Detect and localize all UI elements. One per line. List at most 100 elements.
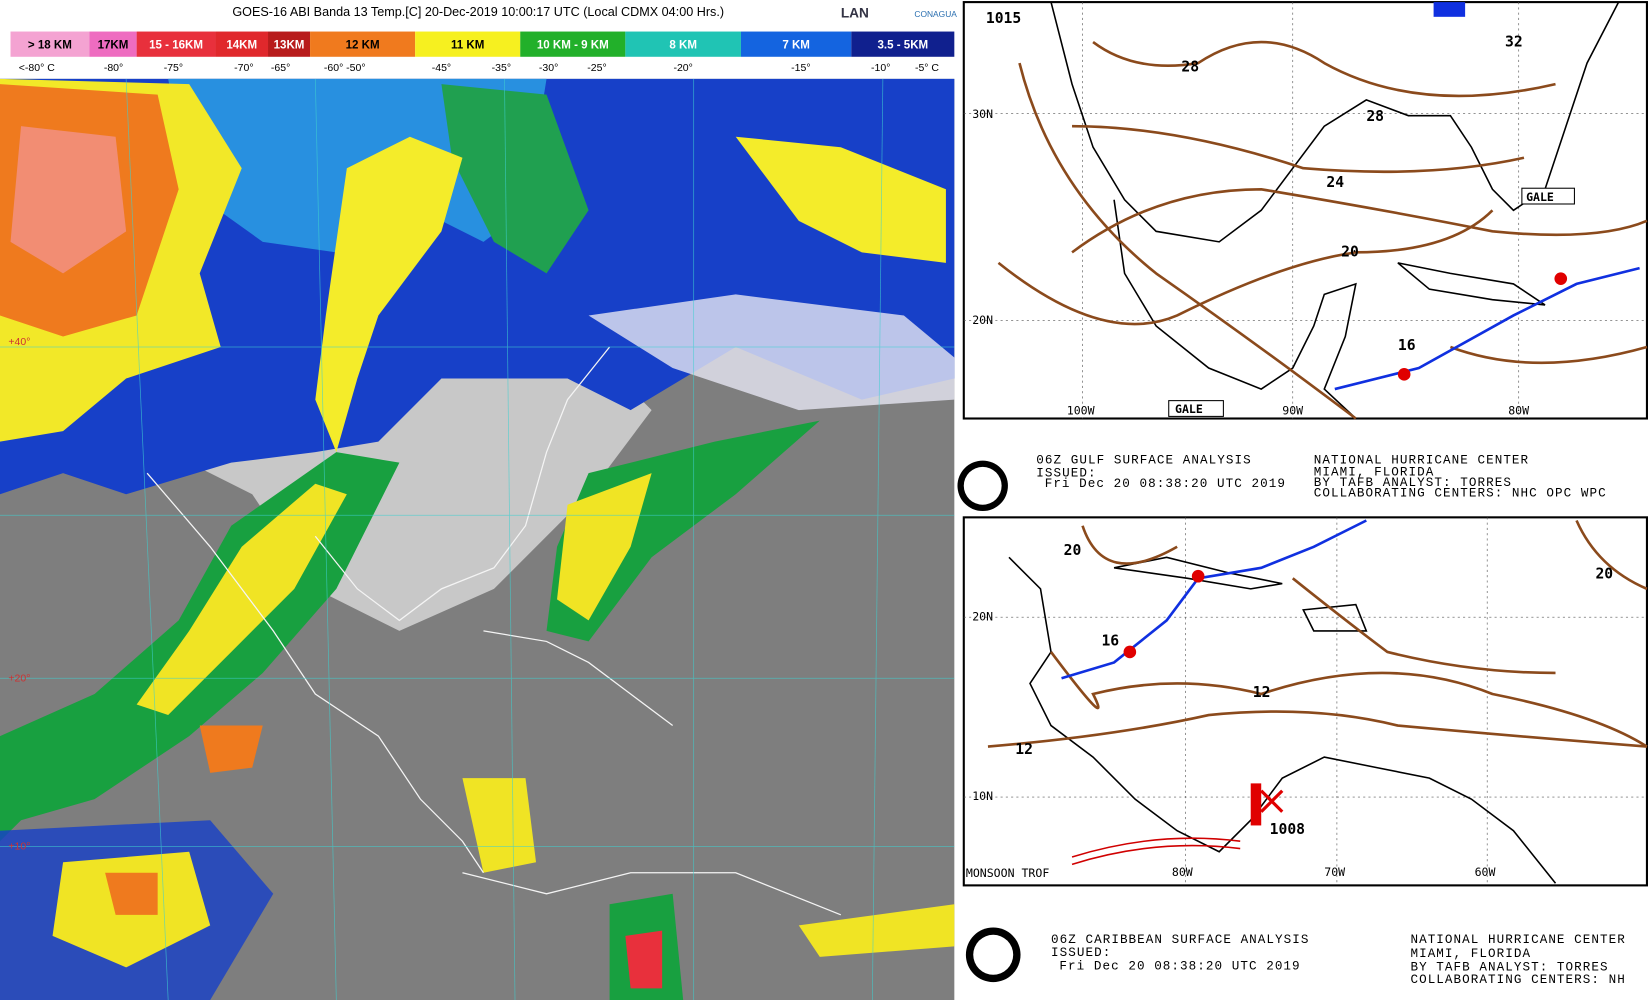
red-sa [625, 930, 663, 989]
legend-swatch [415, 31, 521, 57]
legend-label: > 18 KM [28, 39, 72, 51]
legend-label: 12 KM [346, 39, 380, 51]
noaa-logo-inner [963, 466, 1002, 505]
temp-label: -65° [271, 62, 290, 74]
lon-label: 90W [1282, 403, 1303, 417]
logo-lan: LAN [841, 5, 869, 20]
temp-label: -25° [587, 62, 606, 74]
header-center: NATIONAL HURRICANE CENTER [1314, 454, 1529, 468]
lon-label: 80W [1172, 865, 1193, 879]
lon-label: 70W [1324, 865, 1345, 879]
isobar-label: 20 [1064, 542, 1082, 559]
temp-label: -15° [791, 62, 810, 74]
header-place: MIAMI, FLORIDA [1410, 947, 1531, 961]
legend-label: 15 - 16KM [149, 39, 203, 51]
gulf-map: 1015 28 32 28 24 20 16 30N 20N 100W 90W … [962, 1, 1648, 420]
header-title: 06Z CARIBBEAN SURFACE ANALYSIS [1051, 933, 1309, 947]
legend-swatch [310, 31, 416, 57]
isobar-label: 28 [1181, 59, 1199, 76]
legend-swatch [740, 31, 852, 57]
low-symbol [1250, 783, 1262, 826]
header-date: Fri Dec 20 08:38:20 UTC 2019 [1045, 477, 1286, 491]
front-symbol [1433, 2, 1466, 17]
temp-label: -10° [871, 62, 890, 74]
legend-label: 8 KM [669, 39, 697, 51]
temp-label: -45° [432, 62, 451, 74]
gale-box [1521, 187, 1575, 205]
legend-label: 14KM [226, 39, 257, 51]
gale-label: GALE [1526, 190, 1554, 204]
lat-label: +10° [8, 841, 30, 853]
isobar-label: 20 [1595, 565, 1613, 582]
legend-label: 17KM [98, 39, 129, 51]
map-frame [962, 516, 1648, 887]
legend-swatch [625, 31, 741, 57]
streaks [588, 294, 955, 411]
legend-label: 10 KM - 9 KM [537, 39, 609, 51]
orange-cell [199, 725, 263, 773]
pressure-label: 1015 [986, 10, 1021, 27]
lon-label: 60W [1475, 865, 1496, 879]
caribbean-header: 06Z CARIBBEAN SURFACE ANALYSIS ISSUED: F… [965, 927, 1625, 987]
isobar-label: 12 [1015, 741, 1033, 758]
caribbean-map: 20 20 16 12 12 1008 20N 10N 80W 70W 60W … [962, 516, 1648, 887]
header-collab: COLLABORATING CENTERS: NHC OPC WPC [1314, 486, 1607, 500]
map-grid [963, 2, 1647, 419]
legend-swatch [215, 31, 269, 57]
front-symbol [1191, 569, 1205, 583]
lat-label: 20N [972, 609, 993, 623]
lat-label: 10N [972, 789, 993, 803]
lat-label: 20N [972, 313, 993, 327]
legend-label: 7 KM [782, 39, 810, 51]
temp-label: -70° [234, 62, 253, 74]
front-symbol [1554, 272, 1568, 285]
green-atlantic [546, 420, 820, 642]
yellow-se [798, 904, 955, 957]
yellow-atlantic [557, 473, 652, 621]
coastline [1008, 556, 1557, 884]
temp-label: -5° C [915, 62, 939, 74]
legend-swatch [520, 31, 626, 57]
header-collab: COLLABORATING CENTERS: NH [1410, 973, 1625, 987]
temps: <-80° C -80° -75° -70° -65° -60° -50° -45° -35°… [19, 62, 940, 74]
yellow-ne [735, 136, 946, 263]
header-date: Fri Dec 20 08:38:20 UTC 2019 [1059, 960, 1300, 974]
header-issued: ISSUED: [1051, 946, 1111, 960]
header-issued: ISSUED: [1036, 466, 1096, 480]
graticule [0, 78, 955, 1000]
pressure-label: 1008 [1270, 821, 1305, 838]
hispaniola [1302, 603, 1368, 632]
map-frame [962, 1, 1648, 420]
temp-label: -60° -50° [324, 62, 366, 74]
legend-swatch [136, 31, 216, 57]
legend-swatch [10, 31, 90, 57]
imagery: +40° +20° +10° [0, 78, 955, 1000]
front-symbol [1397, 368, 1411, 381]
lon-label: 80W [1508, 403, 1529, 417]
header-center: NATIONAL HURRICANE CENTER [1410, 933, 1625, 947]
isobar-label: 28 [1366, 108, 1384, 125]
orange-sw [105, 872, 158, 915]
isobar-label: 16 [1398, 337, 1416, 354]
header-analyst: BY TAFB ANALYST: TORRES [1410, 961, 1608, 975]
pink-nw [10, 126, 127, 274]
lat-label: +40° [8, 336, 30, 348]
temp-label: -30° [539, 62, 558, 74]
gale-box [1168, 400, 1224, 417]
low-center [1260, 789, 1284, 813]
trough-label: MONSOON TROF [966, 866, 1049, 880]
legend-swatch [268, 31, 311, 57]
coastlines [146, 346, 842, 916]
isobars [997, 40, 1648, 420]
temp-label: <-80° C [19, 62, 55, 74]
lat-label: +20° [8, 672, 30, 684]
legend-swatch [89, 31, 137, 57]
noaa-logo-inner [973, 934, 1014, 975]
isobar-label: 16 [1101, 633, 1119, 650]
isobar-label: 32 [1505, 33, 1523, 50]
isobar-label: 12 [1253, 684, 1271, 701]
temp-label: -20° [673, 62, 692, 74]
header-title: 06Z GULF SURFACE ANALYSIS [1036, 454, 1251, 468]
